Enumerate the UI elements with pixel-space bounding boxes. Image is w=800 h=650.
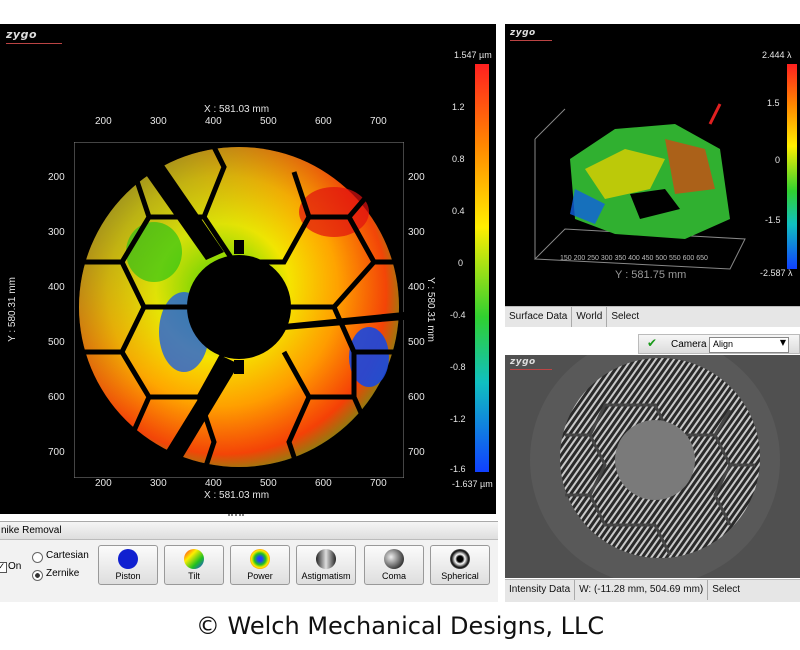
spherical-icon <box>450 549 470 569</box>
3d-surface-plot <box>533 103 746 270</box>
x-tick-top: 600 <box>315 116 332 127</box>
surface-map-image <box>74 142 404 478</box>
logo-underline <box>510 40 552 41</box>
colorbar <box>475 64 489 472</box>
camera-label: Camera <box>671 339 707 350</box>
x-tick-bottom: 500 <box>260 478 277 489</box>
y-tick-left: 300 <box>48 227 65 238</box>
piston-icon <box>118 549 138 569</box>
surface-map-panel[interactable]: zygo X : 581.03 mm X : 581.03 mm 200 300… <box>0 24 496 514</box>
intensity-fringe-image <box>530 355 780 578</box>
colorbar-tick: 0 <box>775 155 781 165</box>
on-checkbox[interactable]: ✓ <box>0 562 7 573</box>
x-tick-bottom: 300 <box>150 478 167 489</box>
x-tick-top: 700 <box>370 116 387 127</box>
colorbar-min-label: -2.587 λ <box>760 268 793 278</box>
y-tick-right: 700 <box>408 447 425 458</box>
colorbar-tick: -0.8 <box>450 362 466 372</box>
y-tick-left: 200 <box>48 172 65 183</box>
cursor-coordinates: W: (-11.28 mm, 504.69 mm) <box>575 580 709 600</box>
3d-x-axis-ticks: 150 200 250 300 350 400 450 500 550 600 … <box>560 255 708 262</box>
splitter-handle[interactable] <box>228 514 244 520</box>
colorbar-tick: 0.4 <box>452 206 465 216</box>
cartesian-radio[interactable] <box>32 552 43 563</box>
check-icon[interactable]: ✔ <box>647 336 658 350</box>
colorbar-min-label: -1.637 µm <box>452 479 493 489</box>
x-axis-title-top: X : 581.03 mm <box>204 104 270 115</box>
y-tick-left: 600 <box>48 392 65 403</box>
zernike-header <box>0 522 498 540</box>
tab-world[interactable]: World <box>572 307 608 327</box>
astigmatism-icon <box>316 549 336 569</box>
zernike-label: Zernike <box>46 568 80 579</box>
cartesian-label: Cartesian <box>46 550 89 561</box>
y-tick-right: 400 <box>408 282 425 293</box>
intensity-data-label: Intensity Data <box>505 580 576 600</box>
camera-mode-value: Align <box>713 339 734 349</box>
intensity-panel[interactable]: zygo <box>505 355 800 578</box>
colorbar-tick: -0.4 <box>450 310 466 320</box>
colorbar-tick: 0 <box>458 258 464 268</box>
colorbar <box>787 64 797 269</box>
colorbar-max-label: 1.547 µm <box>454 50 492 60</box>
camera-toolbar: ✔ Camera Align ▼ <box>638 334 800 354</box>
camera-mode-select[interactable]: Align ▼ <box>709 337 789 353</box>
zygo-logo: zygo <box>510 28 536 38</box>
y-tick-left: 400 <box>48 282 65 293</box>
copyright-caption: © Welch Mechanical Designs, LLC <box>195 612 605 640</box>
x-tick-top: 500 <box>260 116 277 127</box>
3d-y-axis-title: Y : 581.75 mm <box>615 269 687 281</box>
intensity-status-bar: Intensity Data W: (-11.28 mm, 504.69 mm) S… <box>505 579 800 602</box>
zernike-radio[interactable] <box>32 570 43 581</box>
logo-underline <box>6 43 62 44</box>
zernike-title: nike Removal <box>1 525 62 536</box>
x-tick-bottom: 700 <box>370 478 387 489</box>
x-tick-bottom: 200 <box>95 478 112 489</box>
colorbar-tick: -1.5 <box>765 215 781 225</box>
x-tick-bottom: 600 <box>315 478 332 489</box>
zygo-logo: zygo <box>6 28 38 41</box>
spherical-button[interactable]: Spherical <box>430 545 490 585</box>
colorbar-tick: 1.5 <box>767 98 780 108</box>
x-tick-top: 400 <box>205 116 222 127</box>
astigmatism-button[interactable]: Astigmatism <box>296 545 356 585</box>
x-tick-top: 300 <box>150 116 167 127</box>
colorbar-tick: 0.8 <box>452 154 465 164</box>
logo-underline <box>510 369 552 370</box>
y-tick-left: 500 <box>48 337 65 348</box>
coma-button[interactable]: Coma <box>364 545 424 585</box>
y-tick-right: 300 <box>408 227 425 238</box>
x-axis-title-bottom: X : 581.03 mm <box>204 490 270 501</box>
y-tick-right: 600 <box>408 392 425 403</box>
colorbar-tick: -1.6 <box>450 464 466 474</box>
colorbar-max-label: 2.444 λ <box>762 50 792 60</box>
top-strip <box>0 0 800 22</box>
y-tick-right: 200 <box>408 172 425 183</box>
y-axis-title-left: Y : 580.31 mm <box>6 277 18 342</box>
tab-surface-data[interactable]: Surface Data <box>505 307 573 327</box>
surface-tabs-bar: Surface Data World Select <box>505 306 800 327</box>
tilt-icon <box>184 549 204 569</box>
on-label: On <box>8 561 22 572</box>
tab-select[interactable]: Select <box>611 311 640 322</box>
zygo-logo: zygo <box>510 357 536 367</box>
y-tick-left: 700 <box>48 447 65 458</box>
colorbar-tick: 1.2 <box>452 102 465 112</box>
x-tick-bottom: 400 <box>205 478 222 489</box>
3d-surface-panel[interactable]: zygo 150 200 250 300 350 400 450 500 550… <box>505 24 800 306</box>
colorbar-tick: -1.2 <box>450 414 466 424</box>
x-tick-top: 200 <box>95 116 112 127</box>
power-button[interactable]: Power <box>230 545 290 585</box>
piston-button[interactable]: Piston <box>98 545 158 585</box>
chevron-down-icon: ▼ <box>779 338 786 347</box>
y-tick-right: 500 <box>408 337 425 348</box>
coma-icon <box>384 549 404 569</box>
select-tool[interactable]: Select <box>712 584 741 595</box>
tilt-button[interactable]: Tilt <box>164 545 224 585</box>
y-axis-title-right: Y : 580.31 mm <box>424 277 436 342</box>
power-icon <box>250 549 270 569</box>
